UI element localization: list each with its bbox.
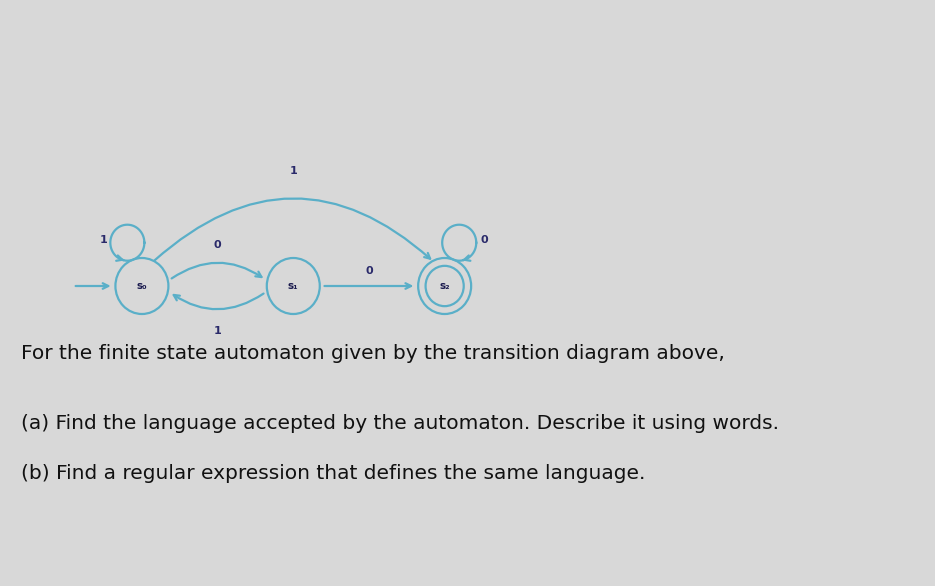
Text: (b) Find a regular expression that defines the same language.: (b) Find a regular expression that defin… [21,464,645,483]
Text: s₁: s₁ [288,281,298,291]
Text: For the finite state automaton given by the transition diagram above,: For the finite state automaton given by … [21,344,725,363]
Text: 1: 1 [290,166,297,176]
Text: s₂: s₂ [439,281,450,291]
Text: s₀: s₀ [137,281,147,291]
Text: (a) Find the language accepted by the automaton. Describe it using words.: (a) Find the language accepted by the au… [21,414,779,433]
Text: 1: 1 [214,326,222,336]
Text: 1: 1 [100,235,108,245]
Text: 0: 0 [481,235,489,245]
Text: 0: 0 [366,266,373,276]
Text: 0: 0 [214,240,222,250]
